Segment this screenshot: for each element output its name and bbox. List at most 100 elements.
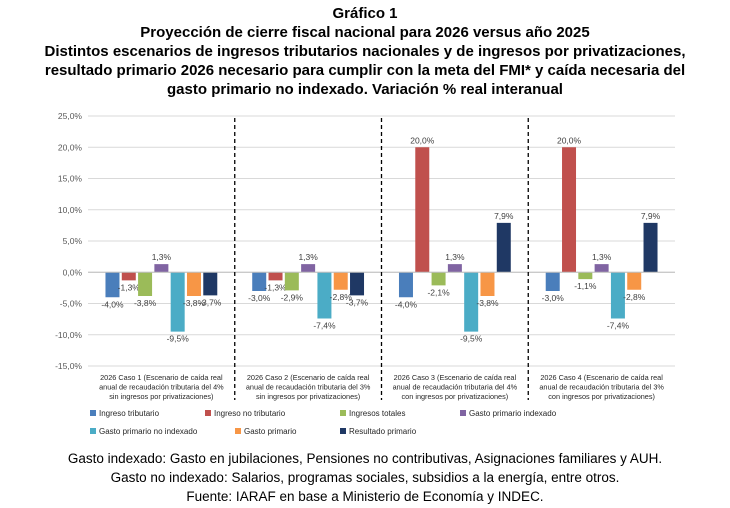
- x-category-label: 2026 Caso 2 (Escenario de caída real: [247, 373, 370, 382]
- data-label: -7,4%: [607, 321, 630, 331]
- data-label: -1,1%: [574, 281, 597, 291]
- data-label: 1,3%: [298, 252, 318, 262]
- data-label: -3,8%: [183, 298, 206, 308]
- bar: [170, 272, 185, 332]
- bar: [610, 272, 625, 319]
- data-label: -3,0%: [248, 293, 271, 303]
- data-label: 1,3%: [445, 252, 465, 262]
- data-label: -1,3%: [118, 282, 141, 292]
- chart-title-line-2: Distintos escenarios de ingresos tributa…: [44, 43, 686, 60]
- y-tick-label: -10,0%: [55, 330, 82, 340]
- y-tick-label: 0,0%: [63, 267, 83, 277]
- x-category-label: con ingresos por privatizaciones): [402, 392, 509, 401]
- y-tick-label: -15,0%: [55, 361, 82, 371]
- bar: [643, 222, 658, 273]
- bar: [594, 264, 609, 273]
- data-label: 7,9%: [641, 211, 661, 221]
- bar: [284, 272, 299, 291]
- x-category-label: con ingresos por privatizaciones): [548, 392, 655, 401]
- bar: [252, 272, 267, 291]
- data-label: -3,8%: [134, 298, 157, 308]
- legend-swatch: [340, 428, 346, 434]
- bar: [578, 272, 593, 280]
- x-category-label: anual de recaudación tributaria del 3%: [539, 383, 664, 392]
- data-label: -2,9%: [281, 292, 304, 302]
- bar: [464, 272, 479, 332]
- y-tick-label: 25,0%: [58, 111, 83, 121]
- chart-title-block: Gráfico 1 Proyección de cierre fiscal na…: [0, 4, 730, 99]
- x-category-label: 2026 Caso 4 (Escenario de caída real: [540, 373, 663, 382]
- data-label: -2,1%: [427, 287, 450, 297]
- bar: [350, 272, 365, 296]
- bar: [562, 147, 577, 273]
- data-label: 1,3%: [592, 252, 612, 262]
- bar: [333, 272, 348, 290]
- chart-title-line-4: gasto primario no indexado. Variación % …: [167, 81, 563, 98]
- data-label: -3,7%: [199, 297, 222, 307]
- bar: [203, 272, 218, 296]
- bar: [398, 272, 413, 298]
- data-label: -3,0%: [542, 293, 565, 303]
- bar: [317, 272, 332, 319]
- data-label: -2,8%: [330, 292, 353, 302]
- legend-label: Gasto primario no indexado: [99, 427, 198, 436]
- bar: [480, 272, 495, 296]
- legend-label: Gasto primario: [244, 427, 297, 436]
- legend-swatch: [90, 428, 96, 434]
- bar: [154, 264, 169, 273]
- legend-label: Ingresos totales: [349, 409, 405, 418]
- bar: [431, 272, 446, 286]
- bar: [121, 272, 136, 281]
- footer-note-non-indexed: Gasto no indexado: Salarios, programas s…: [110, 470, 620, 485]
- bar: [447, 264, 462, 273]
- data-label: -9,5%: [167, 334, 190, 344]
- bar: [496, 222, 511, 273]
- data-label: -2,8%: [623, 292, 646, 302]
- data-label: -4,0%: [395, 299, 418, 309]
- y-tick-label: 10,0%: [58, 205, 83, 215]
- footer-note-indexed: Gasto indexado: Gasto en jubilaciones, P…: [67, 451, 663, 466]
- data-label: 20,0%: [557, 135, 582, 145]
- y-tick-label: 20,0%: [58, 142, 83, 152]
- x-category-label: sin ingresos por privatizaciones): [109, 392, 213, 401]
- x-category-label: anual de recaudación tributaria del 4%: [99, 383, 224, 392]
- chart-title-line-1: Proyección de cierre fiscal nacional par…: [140, 24, 590, 41]
- data-label: 7,9%: [494, 211, 514, 221]
- legend-swatch: [460, 410, 466, 416]
- bar: [105, 272, 120, 298]
- legend-label: Resultado primario: [349, 427, 417, 436]
- data-label: 1,3%: [152, 252, 172, 262]
- x-category-label: sin ingresos por privatizaciones): [256, 392, 360, 401]
- x-category-label: 2026 Caso 1 (Escenario de caída real: [100, 373, 223, 382]
- bar: [415, 147, 430, 273]
- bar: [186, 272, 201, 296]
- y-tick-label: 15,0%: [58, 174, 83, 184]
- data-label: 20,0%: [410, 135, 435, 145]
- chart-title-line-3: resultado primario 2026 necesario para c…: [44, 62, 686, 79]
- chart-footer: Gasto indexado: Gasto en jubilaciones, P…: [0, 449, 730, 506]
- legend-label: Gasto primario indexado: [469, 409, 557, 418]
- legend-label: Ingreso no tributario: [214, 409, 286, 418]
- x-category-label: 2026 Caso 3 (Escenario de caída real: [394, 373, 517, 382]
- data-label: -1,3%: [264, 282, 287, 292]
- y-tick-label: 5,0%: [63, 236, 83, 246]
- bar: [138, 272, 153, 296]
- bar: [301, 264, 316, 273]
- data-label: -3,7%: [346, 297, 369, 307]
- x-category-label: anual de recaudación tributaria del 3%: [246, 383, 371, 392]
- figure-label: Gráfico 1: [332, 5, 398, 22]
- x-category-label: anual de recaudación tributaria del 4%: [393, 383, 518, 392]
- bar-chart: -15,0% -10,0% -5,0% 0,0% 5,0% 10,0% 15,0% 20,0%…: [55, 111, 675, 436]
- legend-label: Ingreso tributario: [99, 409, 160, 418]
- legend-swatch: [90, 410, 96, 416]
- bar: [268, 272, 283, 281]
- data-label: -3,8%: [476, 298, 499, 308]
- bar: [627, 272, 642, 290]
- legend-swatch: [340, 410, 346, 416]
- data-label: -4,0%: [101, 299, 124, 309]
- legend-swatch: [235, 428, 241, 434]
- footer-source: Fuente: IARAF en base a Ministerio de Ec…: [186, 489, 544, 504]
- data-label: -7,4%: [313, 321, 336, 331]
- legend-swatch: [205, 410, 211, 416]
- data-label: -9,5%: [460, 334, 483, 344]
